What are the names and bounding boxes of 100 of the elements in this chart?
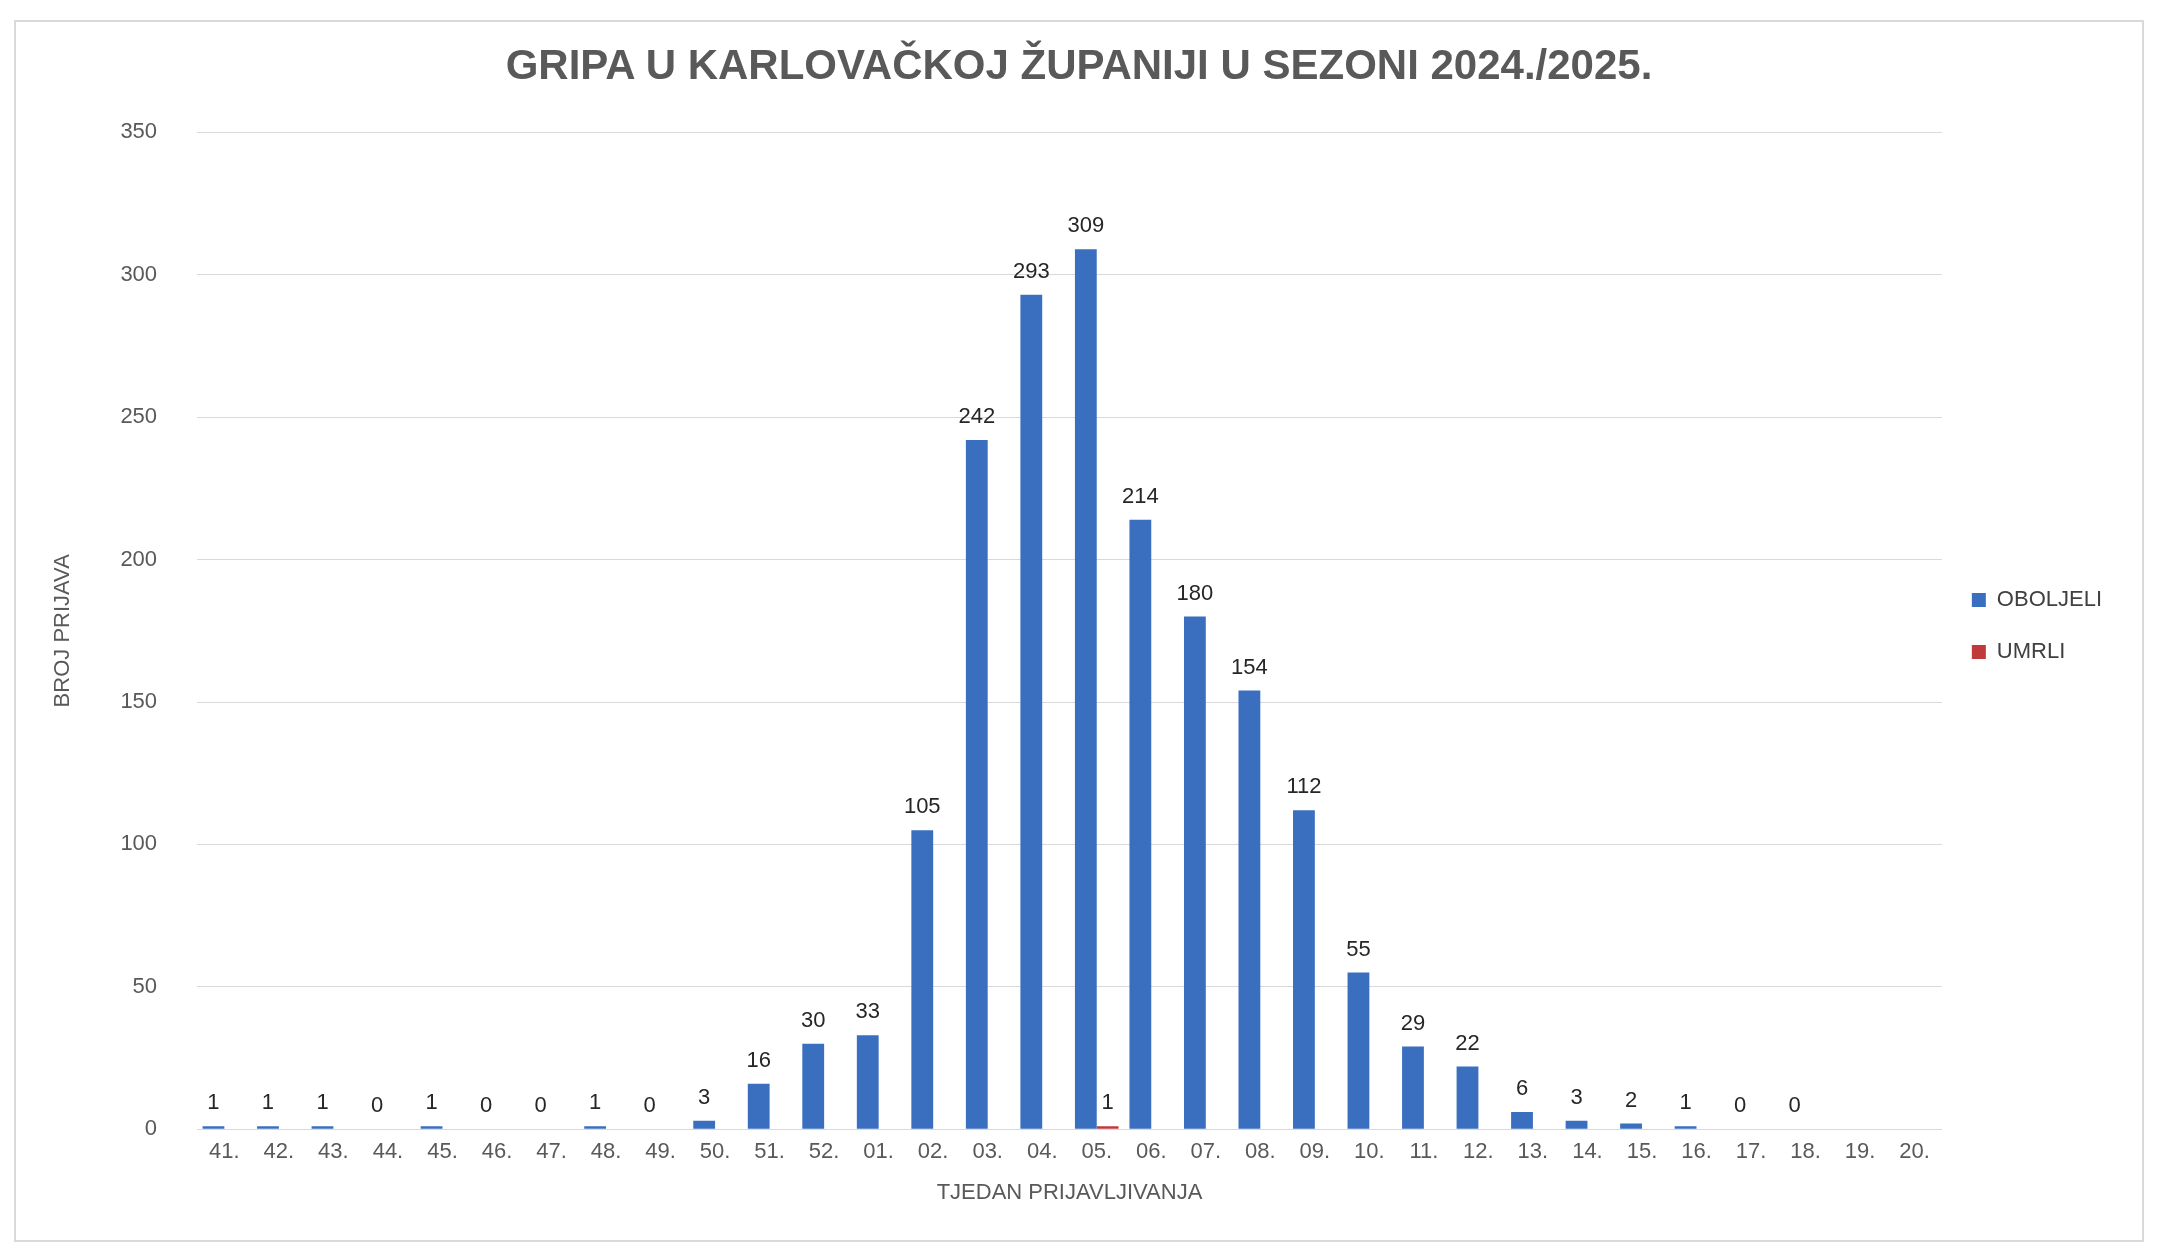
x-tick-label: 14. bbox=[1572, 1138, 1603, 1164]
x-tick-label: 11. bbox=[1409, 1138, 1439, 1164]
y-tick-label: 100 bbox=[120, 830, 158, 856]
x-tick-label: 05. bbox=[1081, 1138, 1113, 1164]
bar bbox=[1620, 1123, 1642, 1129]
data-label: 0 bbox=[1788, 1092, 1801, 1118]
x-tick-label: 06. bbox=[1135, 1138, 1167, 1164]
data-label: 55 bbox=[1346, 935, 1371, 961]
x-tick-label: 13. bbox=[1517, 1138, 1549, 1164]
y-tick-label: 350 bbox=[120, 118, 158, 144]
x-tick-label: 02. bbox=[917, 1138, 949, 1164]
data-label: 0 bbox=[370, 1092, 384, 1118]
data-label: 3 bbox=[698, 1083, 711, 1109]
chart-title: GRIPA U KARLOVAČKOJ ŽUPANIJI U SEZONI 2024./2025. bbox=[505, 39, 1653, 88]
bar bbox=[1293, 810, 1315, 1129]
bar bbox=[965, 439, 988, 1129]
data-label: 1 bbox=[1679, 1089, 1692, 1115]
bar bbox=[1129, 519, 1152, 1129]
x-tick-label: 08. bbox=[1245, 1138, 1276, 1164]
bar bbox=[1096, 1126, 1119, 1129]
data-label: 0 bbox=[534, 1092, 547, 1118]
bar bbox=[1238, 690, 1261, 1129]
x-tick-label: 17. bbox=[1735, 1138, 1767, 1164]
bar bbox=[1183, 616, 1206, 1129]
data-label: 1 bbox=[261, 1089, 275, 1115]
bar bbox=[257, 1126, 279, 1129]
data-label: 1 bbox=[207, 1089, 220, 1115]
x-tick-label: 42. bbox=[263, 1138, 295, 1164]
legend-label: OBOLJELI bbox=[1996, 586, 2102, 612]
data-label: 0 bbox=[479, 1092, 493, 1118]
data-label: 1 bbox=[1101, 1089, 1114, 1115]
x-tick-label: 20. bbox=[1899, 1138, 1930, 1164]
data-label: 33 bbox=[855, 998, 880, 1024]
x-tick-label: 44. bbox=[372, 1138, 404, 1164]
bar bbox=[1674, 1126, 1697, 1129]
data-label: 0 bbox=[643, 1092, 656, 1118]
x-tick-label: 18. bbox=[1790, 1138, 1821, 1164]
x-tick-label: 43. bbox=[318, 1138, 349, 1164]
data-label: 1 bbox=[425, 1089, 438, 1115]
y-tick-label: 250 bbox=[120, 403, 158, 429]
bar bbox=[693, 1120, 716, 1129]
x-tick-label: 41. bbox=[209, 1138, 240, 1164]
data-label: 112 bbox=[1286, 773, 1322, 799]
data-label: 1 bbox=[589, 1089, 602, 1115]
data-label: 1 bbox=[316, 1089, 329, 1115]
bar bbox=[1074, 249, 1097, 1129]
data-label: 2 bbox=[1624, 1086, 1638, 1112]
x-tick-label: 45. bbox=[427, 1138, 458, 1164]
x-tick-label: 01. bbox=[863, 1138, 894, 1164]
x-tick-label: 19. bbox=[1844, 1138, 1876, 1164]
data-label: 214 bbox=[1122, 482, 1159, 508]
bar bbox=[584, 1126, 607, 1129]
bar bbox=[802, 1043, 825, 1129]
data-label: 309 bbox=[1067, 212, 1105, 238]
data-label: 16 bbox=[746, 1046, 771, 1072]
bar bbox=[1347, 972, 1370, 1129]
bar bbox=[911, 830, 934, 1129]
y-tick-label: 300 bbox=[120, 260, 158, 286]
x-tick-label: 07. bbox=[1190, 1138, 1222, 1164]
x-tick-label: 52. bbox=[808, 1138, 840, 1164]
data-label: 154 bbox=[1231, 653, 1268, 679]
x-tick-label: 16. bbox=[1681, 1138, 1712, 1164]
data-label: 3 bbox=[1570, 1083, 1583, 1109]
x-tick-label: 49. bbox=[645, 1138, 676, 1164]
x-tick-label: 50. bbox=[699, 1138, 731, 1164]
x-tick-label: 12. bbox=[1463, 1138, 1494, 1164]
bar bbox=[1402, 1046, 1424, 1129]
x-tick-label: 47. bbox=[536, 1138, 567, 1164]
data-label: 0 bbox=[1733, 1092, 1747, 1118]
bar bbox=[747, 1083, 770, 1129]
bar bbox=[856, 1035, 879, 1129]
x-tick-label: 10. bbox=[1354, 1138, 1385, 1164]
data-label: 6 bbox=[1515, 1075, 1529, 1101]
data-label: 105 bbox=[903, 793, 941, 819]
x-tick-label: 04. bbox=[1026, 1138, 1058, 1164]
y-tick-label: 50 bbox=[132, 972, 158, 998]
data-label: 180 bbox=[1176, 579, 1214, 605]
bar bbox=[420, 1126, 443, 1129]
x-tick-label: 51. bbox=[754, 1138, 785, 1164]
bar bbox=[1020, 294, 1043, 1129]
bar bbox=[1456, 1066, 1479, 1129]
bar bbox=[1511, 1112, 1533, 1129]
y-tick-label: 200 bbox=[120, 545, 158, 571]
bar bbox=[202, 1126, 225, 1129]
y-tick-label: 0 bbox=[144, 1115, 158, 1141]
x-axis-title: TJEDAN PRIJAVLJIVANJA bbox=[936, 1178, 1203, 1204]
data-label: 30 bbox=[800, 1006, 826, 1032]
data-label: 242 bbox=[958, 403, 996, 429]
legend-label: UMRLI bbox=[1996, 638, 2066, 664]
data-label: 29 bbox=[1400, 1009, 1426, 1035]
bar bbox=[1565, 1120, 1588, 1129]
x-tick-label: 15. bbox=[1626, 1138, 1658, 1164]
x-tick-label: 46. bbox=[481, 1138, 513, 1164]
y-axis-title: BROJ PRIJAVA bbox=[49, 553, 75, 708]
y-tick-label: 150 bbox=[120, 688, 158, 714]
x-tick-label: 09. bbox=[1299, 1138, 1331, 1164]
x-tick-label: 48. bbox=[590, 1138, 622, 1164]
data-label: 22 bbox=[1455, 1029, 1480, 1055]
x-tick-label: 03. bbox=[972, 1138, 1003, 1164]
bar bbox=[311, 1126, 334, 1129]
